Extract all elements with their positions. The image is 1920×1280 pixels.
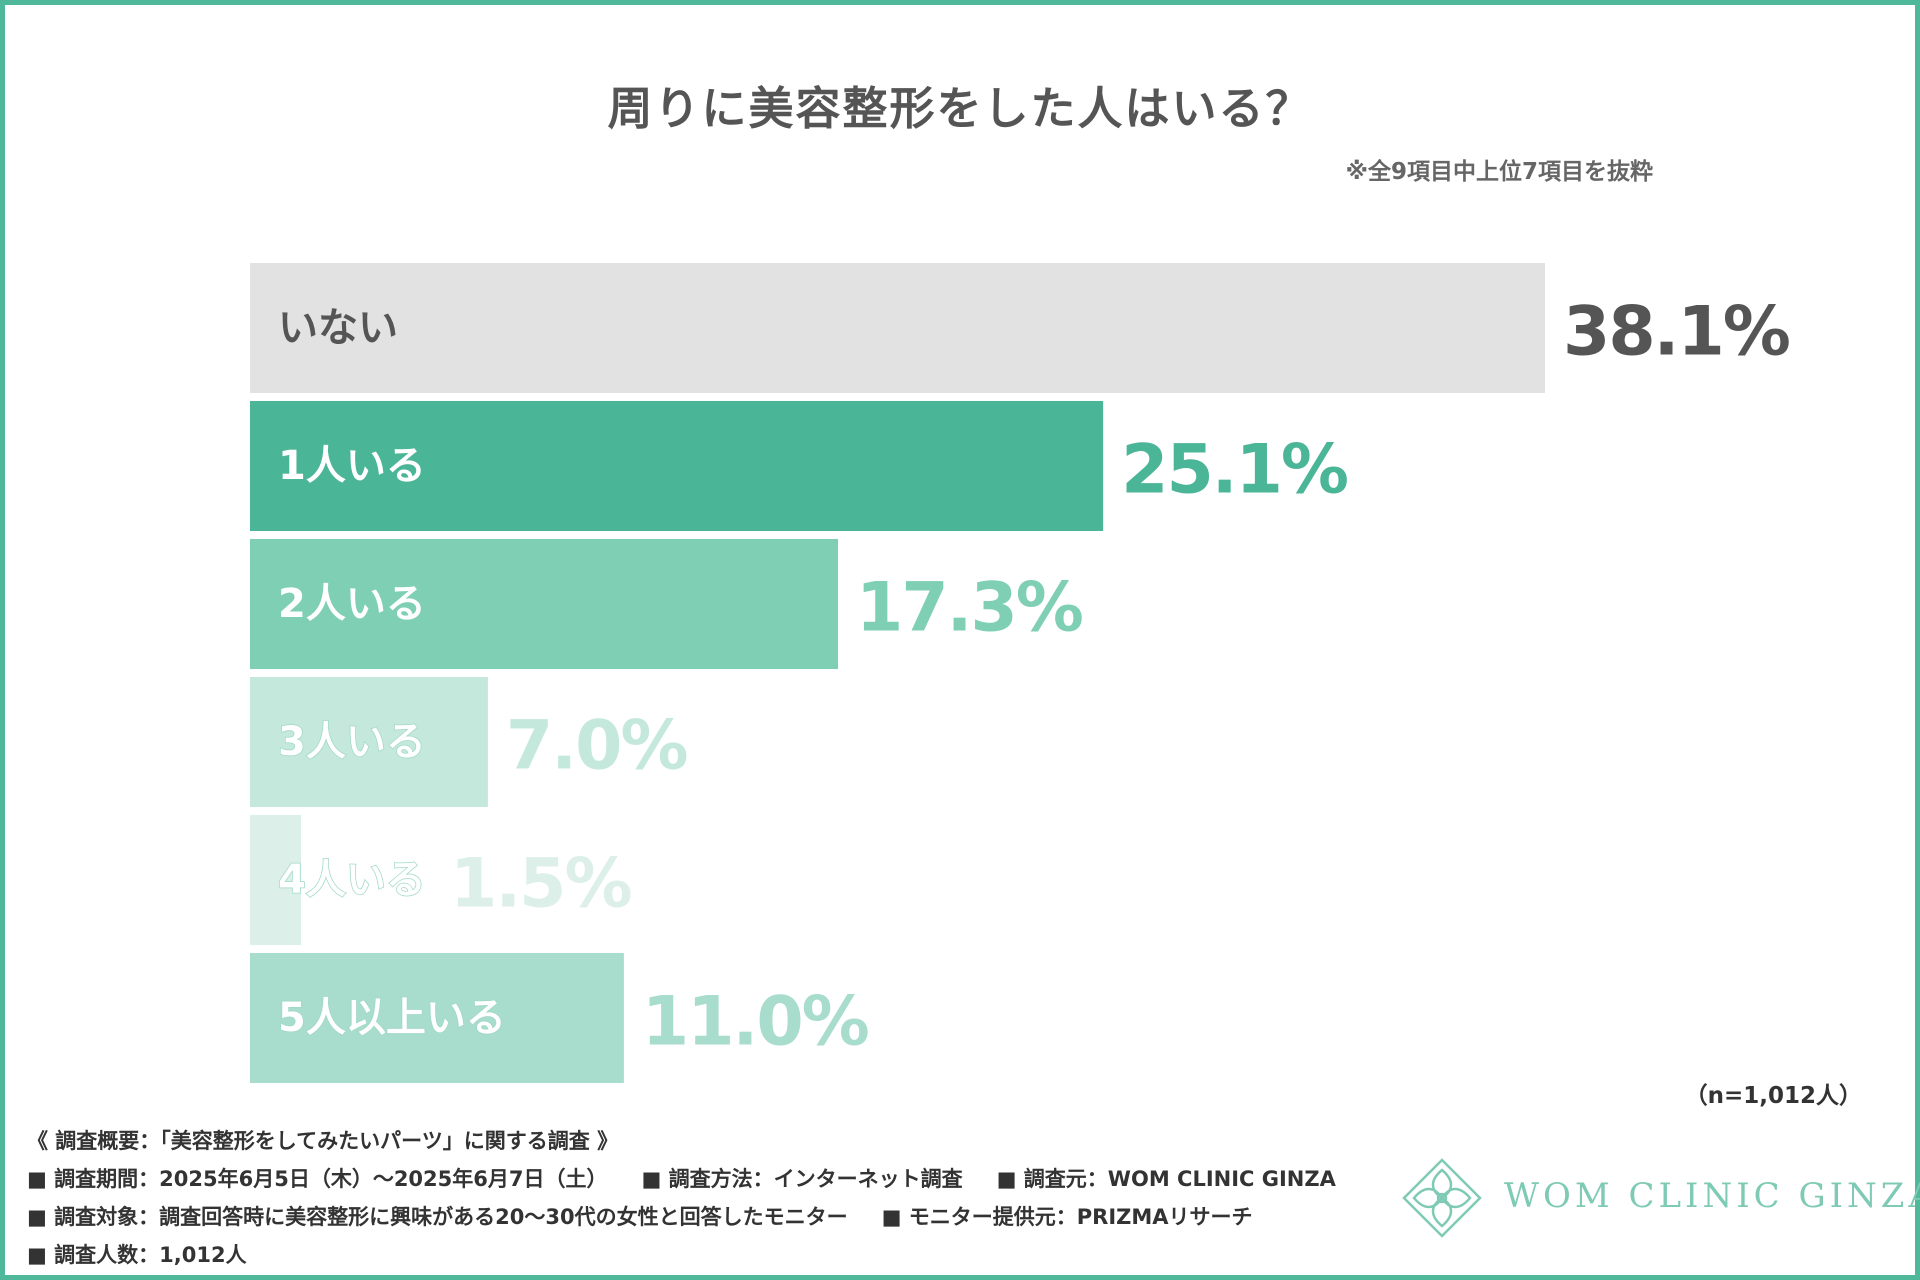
flower-lattice-icon (1402, 1158, 1482, 1238)
chart-title: 周りに美容整形をした人はいる？ (607, 82, 1313, 135)
value-label-1: 25.1% (1121, 431, 1347, 510)
bar-chart: いない 38.1% 1人いる 25.1% 2人いる 17.3% 3人いる 7.0% 4人いる 1.… (250, 263, 1791, 1083)
value-label-0: 38.1% (1563, 293, 1789, 372)
survey-method: ■ 調査方法：インターネット調査 (641, 1167, 963, 1191)
survey-footer: 《 調査概要：「美容整形をしてみたいパーツ」に関する調査 》 ■ 調査期間：20… (27, 1122, 1407, 1274)
bar-4 (250, 815, 301, 945)
value-label-3: 7.0% (506, 707, 687, 786)
category-label-2: 2人いる (278, 581, 426, 627)
category-label-1: 1人いる (278, 443, 426, 489)
value-label-5: 11.0% (642, 983, 868, 1062)
clinic-logo-text: WOM CLINIC GINZA (1504, 1176, 1920, 1216)
survey-target: ■ 調査対象：調査回答時に美容整形に興味がある20～30代の女性と回答したモニタ… (27, 1205, 848, 1229)
survey-organizer: ■ 調査元：WOM CLINIC GINZA (996, 1167, 1336, 1191)
category-label-0: いない (278, 305, 398, 351)
value-label-4: 1.5% (450, 845, 631, 924)
bar-0 (250, 263, 1545, 393)
category-label-5: 5人以上いる (278, 995, 506, 1041)
survey-summary: 《 調査概要：「美容整形をしてみたいパーツ」に関する調査 》 (27, 1129, 619, 1153)
survey-row-2: ■ 調査対象：調査回答時に美容整形に興味がある20～30代の女性と回答したモニタ… (27, 1198, 1407, 1236)
survey-count: ■ 調査人数：1,012人 (27, 1243, 247, 1267)
bar-1 (250, 401, 1104, 531)
bar-5 (250, 953, 624, 1083)
survey-period: ■ 調査期間：2025年6月5日（木）～2025年6月7日（土） (27, 1167, 608, 1191)
survey-row-1: ■ 調査期間：2025年6月5日（木）～2025年6月7日（土） ■ 調査方法：イ… (27, 1160, 1407, 1198)
category-label-3: 3人いる (278, 719, 426, 765)
clinic-logo: WOM CLINIC GINZA (1400, 1156, 1920, 1240)
category-label-4: 4人いる (278, 857, 426, 903)
value-label-2: 17.3% (856, 569, 1082, 648)
subset-note: ※全9項目中上位7項目を抜粋 (1345, 159, 1653, 185)
survey-provider: ■ モニター提供元：PRIZMAリサーチ (881, 1205, 1253, 1229)
sample-size-label: （n=1,012人） (1684, 1083, 1862, 1109)
bar-2 (250, 539, 839, 669)
bar-3 (250, 677, 488, 807)
